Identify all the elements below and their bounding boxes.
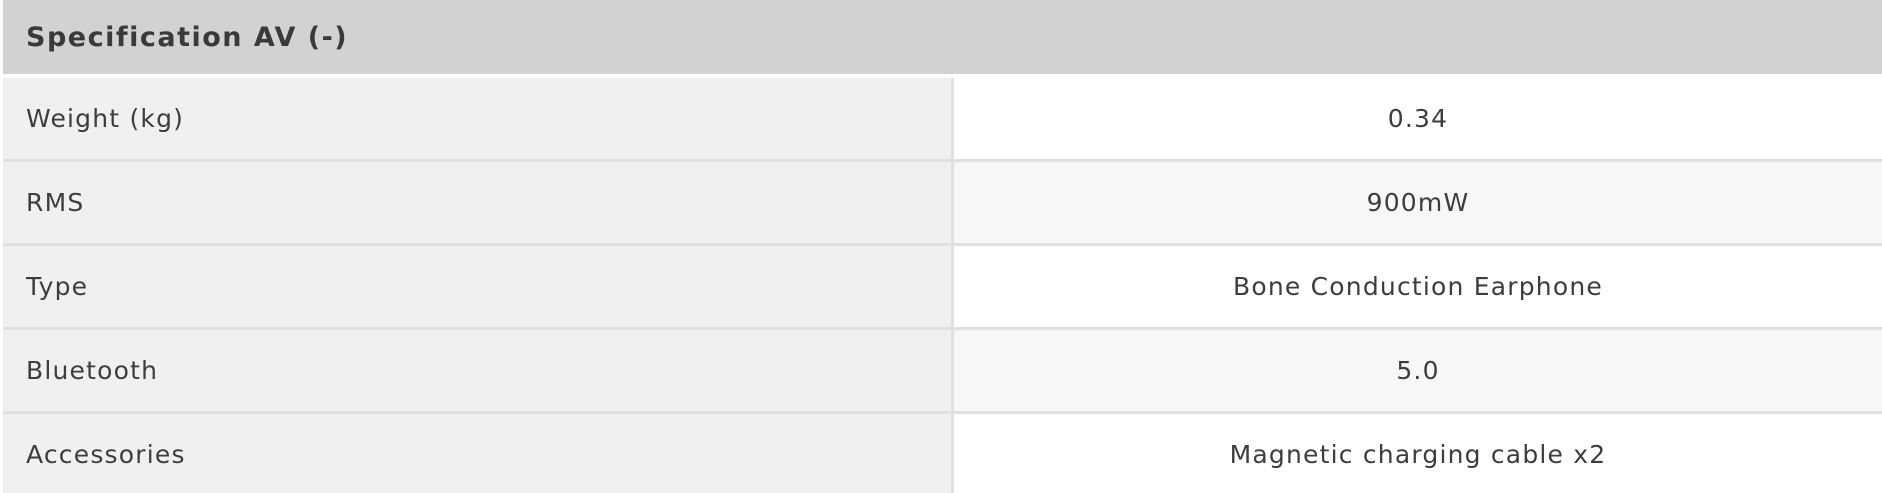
table-row: Type Bone Conduction Earphone [3,246,1882,327]
table-row: Weight (kg) 0.34 [3,78,1882,159]
spec-value-cell: 0.34 [954,78,1882,159]
header-gap-divider [3,74,1882,78]
spec-value-cell: Magnetic charging cable x2 [954,414,1882,493]
row-divider [3,327,1882,330]
spec-label-cell: Bluetooth [3,330,951,411]
spec-label-cell: Weight (kg) [3,78,951,159]
spec-section-title: Specification AV (-) [26,21,349,53]
spec-value-cell: 5.0 [954,330,1882,411]
column-divider [951,78,954,159]
spec-value-cell: 900mW [954,162,1882,243]
spec-section-header: Specification AV (-) [3,0,1882,74]
table-row: Bluetooth 5.0 [3,330,1882,411]
column-divider [951,414,954,493]
row-divider [3,243,1882,246]
spec-label-cell: RMS [3,162,951,243]
spec-table: Weight (kg) 0.34 RMS 900mW Type Bone Con… [3,78,1882,493]
column-divider [951,246,954,327]
table-row: Accessories Magnetic charging cable x2 [3,414,1882,493]
row-divider [3,159,1882,162]
column-divider [951,330,954,411]
table-row: RMS 900mW [3,162,1882,243]
column-divider [951,162,954,243]
spec-label-cell: Type [3,246,951,327]
spec-label-cell: Accessories [3,414,951,493]
row-divider [3,411,1882,414]
spec-value-cell: Bone Conduction Earphone [954,246,1882,327]
